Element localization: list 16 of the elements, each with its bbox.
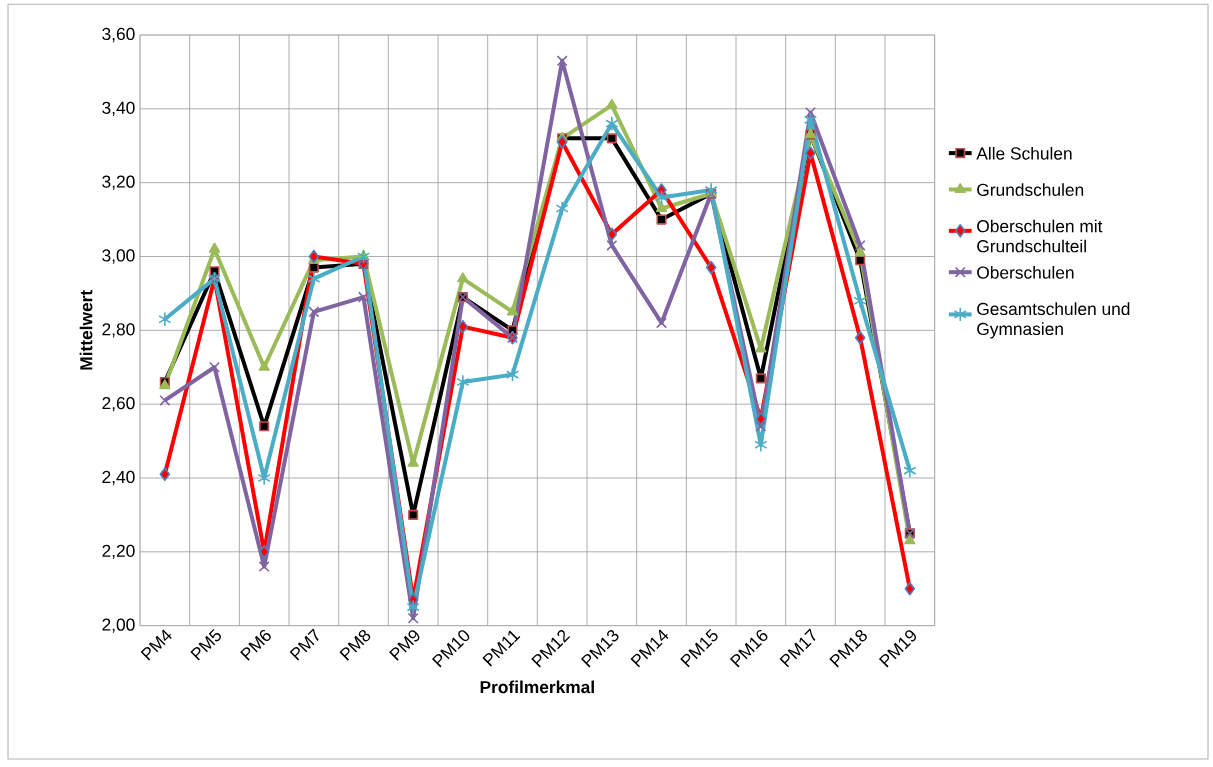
legend-label: Oberschulen — [977, 265, 1074, 279]
y-tick-label: 2,20 — [102, 544, 135, 559]
y-axis-title: Mittelwert — [79, 290, 93, 370]
legend-label: Alle Schulen — [976, 146, 1072, 160]
y-tick-label: 3,20 — [102, 175, 135, 190]
legend-label: Gesamtschulen und Gymnasien — [977, 302, 1130, 339]
legend-label: Grundschulen — [977, 183, 1084, 196]
y-tick-label: 3,60 — [102, 27, 135, 43]
y-tick-label: 2,40 — [102, 470, 135, 486]
y-tick-label: 2,80 — [102, 323, 135, 338]
legend-label: Oberschulen mit Grundschulteil — [977, 219, 1103, 253]
y-tick-label: 3,40 — [102, 101, 135, 116]
x-axis-title: Profilmerkmal — [480, 680, 594, 694]
y-tick-label: 2,00 — [102, 618, 135, 633]
y-tick-label: 3,00 — [102, 249, 135, 264]
y-tick-label: 2,60 — [102, 396, 135, 412]
